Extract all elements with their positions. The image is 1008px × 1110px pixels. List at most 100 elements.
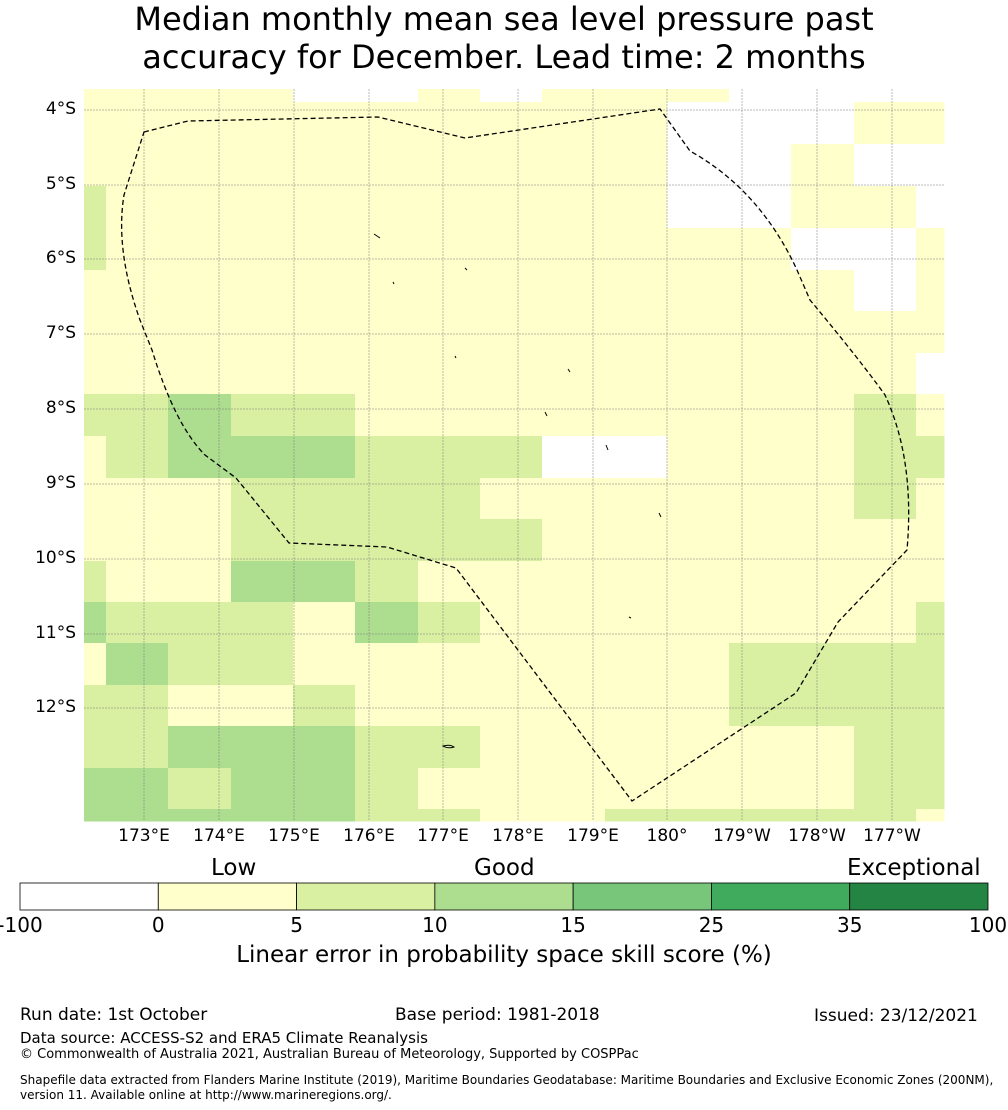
skill-cell [854,89,917,103]
skill-cell [293,353,356,395]
skill-cell [84,102,107,145]
skill-cell [84,394,107,437]
skill-cell [84,809,107,822]
skill-cell [355,685,419,727]
skill-cell [480,809,543,822]
skill-cell [542,311,606,354]
skill-cell [480,685,543,727]
islands [373,233,662,749]
skill-cell [168,519,232,562]
skill-cell [916,519,945,562]
longitude-label: 178°E [492,826,544,846]
skill-cell [729,394,792,437]
skill-cell [480,186,543,229]
skill-cell [168,89,232,103]
skill-cell [791,228,855,271]
skill-cell [480,353,543,395]
longitude-label: 175°E [268,826,320,846]
skill-cell [605,768,668,810]
longitude-label: 176°E [343,826,395,846]
skill-cell [729,602,792,644]
skill-cell [355,726,419,769]
skill-cell [916,643,945,686]
skill-cells [84,89,945,822]
skill-cell [418,144,481,187]
skill-cell [916,394,945,437]
skill-cell [667,89,730,103]
skill-cell [542,186,606,229]
colorbar-swatch [434,882,574,911]
skill-cell [293,602,356,644]
skill-cell [916,685,945,727]
colorbar-tick-label: 0 [151,913,165,937]
skill-cell [355,353,419,395]
skill-cell [605,436,668,479]
skill-cell [916,311,945,354]
skill-cell [480,144,543,187]
island [392,281,395,285]
skill-cell [231,186,294,229]
skill-cell [355,602,419,644]
skill-cell [791,519,855,562]
skill-cell [605,809,668,822]
skill-cell [168,353,232,395]
skill-cell [854,519,917,562]
colorbar-tick-label: 10 [422,913,448,937]
skill-cell [418,228,481,271]
skill-cell [729,726,792,769]
skill-cell [231,353,294,395]
skill-cell [480,768,543,810]
skill-cell [293,685,356,727]
latitude-label: 8°S [45,398,76,418]
skill-cell [605,602,668,644]
skill-cell [605,270,668,312]
base-period: Base period: 1981-2018 [395,1005,600,1025]
skill-cell [916,561,945,603]
skill-cell [418,353,481,395]
skill-cell [418,186,481,229]
skill-cell [605,561,668,603]
issued-date: Issued: 23/12/2021 [814,1006,978,1026]
skill-cell [667,228,730,271]
skill-cell [605,144,668,187]
skill-cell [106,643,169,686]
skill-cell [355,228,419,271]
title-line-1: Median monthly mean sea level pressure p… [134,0,874,38]
chart-title: Median monthly mean sea level pressure p… [0,0,1008,76]
island [658,512,662,518]
colorbar-title: Linear error in probability space skill … [236,942,772,968]
skill-cell [293,436,356,479]
skill-cell [916,353,945,395]
longitude-label: 173°E [118,826,170,846]
skill-cell [791,436,855,479]
shapefile-credit-2: version 11. Available online at http://w… [20,1088,392,1102]
colorbar-swatch [711,882,851,911]
skill-cell [231,311,294,354]
category-good: Good [474,855,535,881]
skill-cell [854,270,917,312]
colorbar-swatch [572,882,712,911]
skill-cell [418,270,481,312]
skill-cell [168,478,232,520]
skill-cell [168,228,232,271]
skill-cell [293,186,356,229]
skill-cell [168,561,232,603]
skill-cell [542,436,606,479]
skill-cell [916,186,945,229]
skill-cell [168,144,232,187]
skill-cell [605,102,668,145]
colorbar-swatch [849,882,989,911]
longitude-label: 174°E [193,826,245,846]
skill-cell [231,561,294,603]
colorbar-swatch [19,882,159,911]
skill-cell [605,353,668,395]
skill-cell [231,602,294,644]
skill-cell [542,726,606,769]
skill-cell [791,602,855,644]
skill-cell [106,394,169,437]
skill-cell [418,519,481,562]
skill-cell [84,519,107,562]
skill-cell [480,89,543,103]
skill-cell [106,726,169,769]
skill-cell [480,436,543,479]
